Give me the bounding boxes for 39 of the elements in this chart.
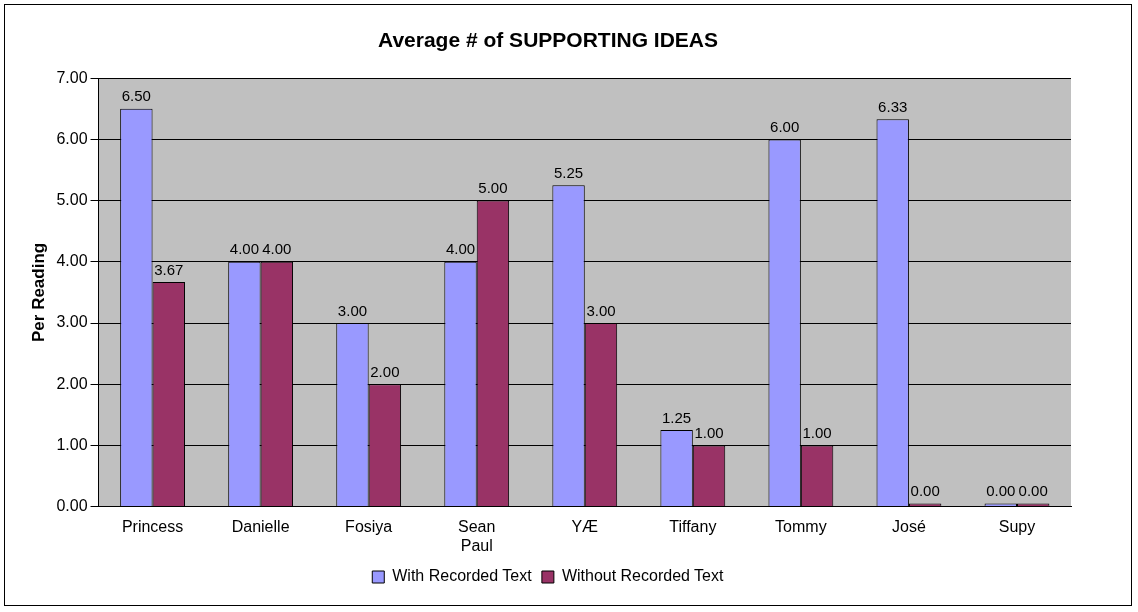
y-tick-label: 0.00 <box>56 497 88 515</box>
x-tick-label: Sean Paul <box>458 517 496 554</box>
data-label: 1.00 <box>694 424 724 442</box>
data-label: 6.00 <box>770 118 800 136</box>
data-label: 1.00 <box>802 424 832 442</box>
chart-title: Average # of SUPPORTING IDEAS <box>378 28 718 52</box>
x-tick-label: Tiffany <box>669 517 717 535</box>
y-tick-label: 3.00 <box>56 313 88 331</box>
data-label: 5.25 <box>553 163 584 181</box>
y-tick-label: 2.00 <box>56 374 88 392</box>
data-label: 2.00 <box>370 362 400 380</box>
y-tick-label: 7.00 <box>56 68 88 86</box>
x-tick-label: Danielle <box>231 517 290 535</box>
data-label: 4.00 <box>262 240 292 258</box>
data-label: 1.25 <box>662 408 692 426</box>
y-tick-label: 6.00 <box>56 129 88 147</box>
y-tick-label: 4.00 <box>56 252 88 270</box>
x-tick-label: José <box>892 517 926 535</box>
legend-label: Without Recorded Text <box>561 567 724 585</box>
y-tick-label: 5.00 <box>56 191 88 209</box>
data-label: 0.00 <box>1018 482 1048 500</box>
data-label: 3.00 <box>586 301 616 319</box>
x-tick-label: Supy <box>998 517 1036 535</box>
x-tick-label: Fosiya <box>345 517 393 535</box>
data-label: 4.00 <box>445 240 476 258</box>
data-label: 6.50 <box>121 87 151 105</box>
y-axis-title: Per Reading <box>28 242 48 342</box>
legend-label: With Recorded Text <box>392 567 533 585</box>
x-tick-label: Princess <box>121 517 184 535</box>
data-label: 4.00 <box>229 240 260 258</box>
data-label: 3.00 <box>337 301 368 319</box>
data-label: 0.00 <box>910 482 940 500</box>
data-label: 0.00 <box>986 482 1016 500</box>
data-label: 6.33 <box>878 97 908 115</box>
x-tick-label: YÆ <box>571 517 599 535</box>
data-label: 5.00 <box>478 179 508 197</box>
x-tick-label: Tommy <box>775 517 827 535</box>
y-tick-label: 1.00 <box>56 435 88 453</box>
data-label: 3.67 <box>154 260 184 278</box>
